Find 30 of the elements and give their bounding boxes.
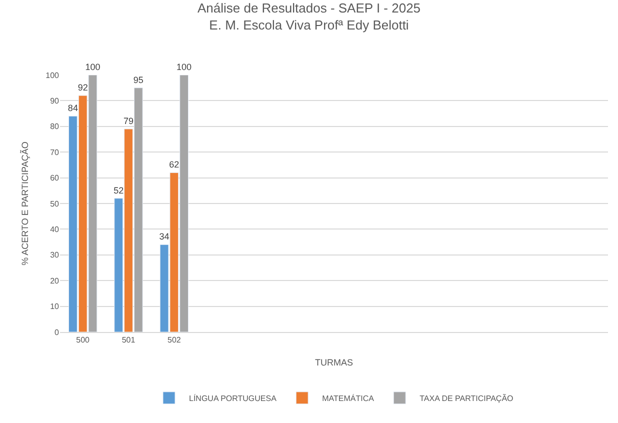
legend-label: MATEMÁTICA	[322, 394, 375, 404]
y-tick-label: 90	[50, 96, 60, 106]
data-label: 79	[123, 116, 134, 126]
x-tick-label: 502	[167, 336, 182, 345]
data-label: 100	[85, 62, 100, 72]
x-tick-label: 500	[76, 336, 90, 345]
y-tick-label: 100	[46, 70, 60, 80]
y-tick-label: 40	[50, 225, 60, 234]
y-axis-title: % ACERTO E PARTICIPAÇÃO	[20, 142, 30, 266]
y-tick-label: 50	[50, 199, 60, 208]
y-tick-label: 30	[50, 250, 60, 260]
legend-label: TAXA DE PARTICIPAÇÃO	[420, 393, 514, 404]
y-tick-label: 20	[50, 276, 60, 286]
data-label: 62	[169, 160, 180, 170]
data-label: 84	[68, 103, 78, 114]
legend-label: LÍNGUA PORTUGUESA	[189, 394, 278, 404]
data-label: 100	[176, 62, 192, 72]
y-tick-label: 80	[50, 122, 60, 132]
chart-subtitle: E. M. Escola Viva Profª Edy Belotti	[209, 18, 409, 33]
data-label: 95	[133, 74, 144, 85]
x-tick-label: 501	[122, 336, 136, 345]
data-label: 52	[114, 185, 124, 196]
data-label: 34	[159, 232, 170, 242]
y-tick-label: 0	[54, 328, 60, 337]
chart-title: Análise de Resultados - SAEP I - 2025	[197, 0, 421, 16]
y-tick-label: 60	[50, 174, 60, 183]
data-label: 92	[78, 82, 88, 93]
y-tick-label: 10	[50, 302, 60, 312]
y-tick-label: 70	[50, 148, 60, 157]
x-axis-title: TURMAS	[315, 357, 353, 368]
